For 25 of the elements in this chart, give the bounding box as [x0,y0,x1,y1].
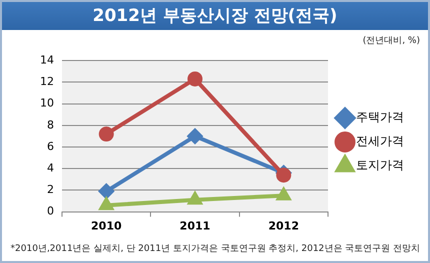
legend-label: 토지가격 [356,158,404,172]
y-tick-label: 6 [46,140,54,153]
y-tick-label: 2 [46,183,54,196]
legend-label: 주택가격 [356,110,404,124]
x-tick-label: 2012 [268,219,299,232]
y-tick-label: 10 [40,96,54,110]
point [276,188,290,200]
point [98,126,114,142]
y-tick-label: 14 [40,53,54,66]
point [100,198,114,210]
y-tick-label: 0 [46,204,54,218]
point [276,168,292,183]
point [188,71,202,86]
x-tick-label: 2010 [91,219,122,232]
text: (전년대비, %) [362,35,420,47]
text: *2010년,2011년은 실제치, 단 2011년 토지가격은 국토연구원 추정치, 2012년은 국토연구원 전망치 [10,243,420,255]
point [188,128,202,144]
y-tick-label: 8 [46,118,54,132]
legend-label: 전세가격 [356,134,404,148]
point [98,184,114,199]
y-tick-label: 4 [46,161,54,174]
chart-title: 2012년 부동산시장 전망(전국) [2,2,428,30]
x-tick-label: 2011 [180,219,210,232]
y-tick-label: 12 [40,75,54,88]
point [188,192,202,205]
